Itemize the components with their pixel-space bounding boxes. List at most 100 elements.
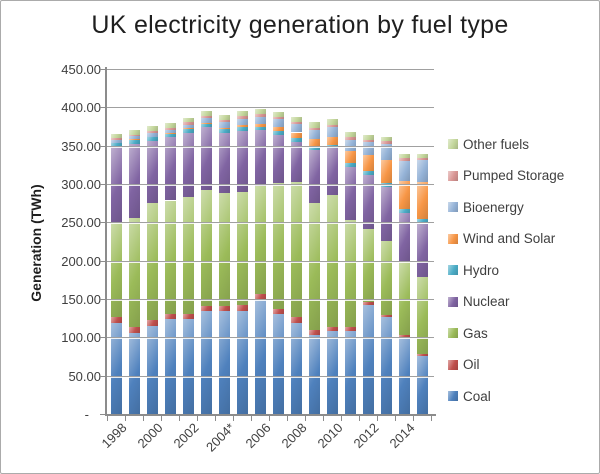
legend-item-gas: Gas: [448, 326, 564, 341]
bar-segment-gas-2014: [398, 262, 410, 336]
bar-segment-hydro-2015: [416, 218, 428, 224]
y-axis-tick: [100, 337, 105, 339]
bar-segment-oil-2009: [308, 330, 320, 336]
bar-segment-oil-2013: [380, 314, 392, 318]
bar-segment-other-fuels-1998: [110, 133, 122, 139]
bar-segment-wind-and-solar-2001: [164, 133, 176, 134]
bar-segment-wind-and-solar-2015: [416, 181, 428, 219]
y-tick-label: -: [84, 407, 89, 422]
bar-segment-gas-2013: [380, 241, 392, 315]
bar-segment-oil-1999: [128, 327, 140, 333]
bar-segment-wind-and-solar-2002: [182, 128, 194, 130]
bar-segment-bioenergy-2005: [236, 118, 248, 126]
y-tick-label: 350.00: [61, 138, 101, 154]
bar-segment-coal-2007: [272, 314, 284, 414]
bar-segment-pumped-storage-2003: [200, 116, 212, 119]
bar-segment-gas-1999: [128, 217, 140, 328]
bar-segment-bioenergy-2015: [416, 159, 428, 182]
bar-segment-nuclear-2004: [218, 133, 230, 193]
x-axis-tick: [251, 416, 252, 421]
bar-segment-hydro-2001: [164, 133, 176, 137]
bar-segment-other-fuels-2010: [326, 119, 338, 125]
bar-segment-coal-2003: [200, 311, 212, 414]
legend-item-other-fuels: Other fuels: [448, 136, 564, 152]
chart-title: UK electricity generation by fuel type: [91, 11, 509, 39]
bar-segment-coal-1998: [110, 322, 122, 414]
bar-segment-coal-2002: [182, 318, 194, 414]
legend: Other fuels Pumped Storage Bioenergy Wind a…: [448, 137, 564, 421]
bar-segment-nuclear-2013: [380, 186, 392, 242]
bar-segment-oil-2000: [146, 319, 158, 326]
legend-label-nuclear: Nuclear: [463, 294, 510, 309]
legend-label-other-fuels: Other fuels: [463, 136, 530, 152]
bar-segment-gas-2001: [164, 200, 176, 314]
bar-segment-nuclear-2000: [146, 141, 158, 204]
x-axis-tick: [197, 416, 198, 421]
x-axis-tick: [215, 416, 216, 421]
x-axis-tick: [395, 416, 396, 421]
bar-segment-other-fuels-2013: [380, 136, 392, 142]
bar-segment-nuclear-2012: [362, 175, 374, 229]
bar-segment-wind-and-solar-2007: [272, 126, 284, 131]
bar-segment-pumped-storage-2000: [146, 131, 158, 134]
gridline: [107, 184, 434, 185]
bar-segment-coal-2010: [326, 331, 338, 414]
x-axis-tick: [161, 416, 162, 421]
bar-segment-wind-and-solar-2010: [326, 137, 338, 145]
bar-segment-gas-2011: [344, 220, 356, 328]
bar-segment-wind-and-solar-1998: [110, 142, 122, 144]
x-axis-tick: [341, 416, 342, 421]
x-axis-tick: [359, 416, 360, 421]
bar-segment-pumped-storage-1998: [110, 138, 122, 140]
bar-segment-wind-and-solar-2005: [236, 125, 248, 128]
y-axis-tick: [100, 107, 105, 109]
bar-segment-hydro-2008: [290, 137, 302, 142]
bar-segment-nuclear-1999: [128, 144, 140, 218]
bar-segment-gas-2002: [182, 197, 194, 314]
y-tick-label: 100.00: [61, 330, 101, 346]
bar-segment-oil-2003: [200, 306, 212, 312]
gridline: [107, 222, 434, 224]
bar-segment-wind-and-solar-2006: [254, 123, 266, 127]
bar-segment-bioenergy-2011: [344, 139, 356, 151]
bar-segment-coal-2013: [380, 317, 392, 414]
bar-segment-wind-and-solar-2012: [362, 154, 374, 172]
x-axis-tick: [233, 416, 234, 421]
bar-segment-other-fuels-2011: [344, 132, 356, 138]
legend-label-coal: Coal: [463, 388, 491, 404]
bar-segment-nuclear-2015: [416, 223, 428, 278]
x-axis-tick: [143, 416, 144, 421]
bar-segment-oil-2006: [254, 293, 266, 299]
bar-segment-hydro-2007: [272, 130, 284, 135]
bar-segment-pumped-storage-2009: [308, 127, 320, 130]
bar-segment-wind-and-solar-1999: [128, 139, 140, 141]
legend-label-hydro: Hydro: [463, 262, 500, 278]
bar-segment-other-fuels-2008: [290, 116, 302, 123]
y-tick-label: 400.00: [61, 100, 101, 116]
bar-segment-pumped-storage-2015: [416, 157, 428, 160]
bar-segment-gas-2005: [236, 192, 248, 306]
bar-segment-wind-and-solar-2013: [380, 160, 392, 184]
bar-segment-bioenergy-2010: [326, 127, 338, 138]
bar-segment-gas-2006: [254, 186, 266, 294]
bar-segment-coal-2006: [254, 299, 266, 414]
bar-segment-other-fuels-2003: [200, 110, 212, 117]
bar-segment-bioenergy-2012: [362, 142, 374, 155]
bar-segment-wind-and-solar-2014: [398, 180, 410, 209]
bar-segment-oil-2001: [164, 313, 176, 319]
bar-segment-hydro-2011: [344, 162, 356, 168]
bar-segment-coal-2001: [164, 318, 176, 414]
bar-segment-coal-2008: [290, 322, 302, 414]
bar-segment-nuclear-2007: [272, 134, 284, 183]
bar-segment-nuclear-1998: [110, 147, 122, 224]
bar-segment-pumped-storage-2008: [290, 122, 302, 125]
bar-segment-bioenergy-2007: [272, 119, 284, 127]
bar-segment-pumped-storage-2014: [398, 158, 410, 161]
bar-segment-gas-2009: [308, 203, 320, 331]
bar-segment-hydro-1999: [128, 140, 140, 145]
y-tick-label: 200.00: [61, 253, 101, 269]
x-axis-tick: [179, 416, 180, 421]
y-tick-label: 300.00: [61, 177, 101, 192]
bar-segment-oil-2002: [182, 313, 194, 319]
